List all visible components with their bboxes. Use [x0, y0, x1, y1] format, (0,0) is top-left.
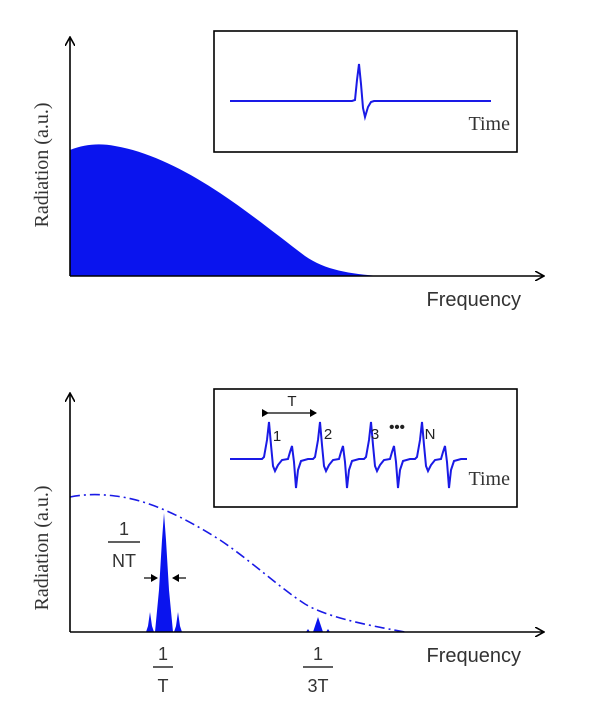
- linewidth-annotation: 1 NT: [108, 519, 186, 582]
- tick-1-numerator: 1: [158, 644, 168, 664]
- linewidth-numerator: 1: [119, 519, 129, 539]
- tick-2-numerator: 1: [313, 644, 323, 664]
- pulse-label-2: 2: [324, 426, 332, 443]
- top-inset-frame: [213, 30, 518, 153]
- single-pulse-waveform: [230, 63, 491, 121]
- linewidth-denominator: NT: [112, 551, 136, 571]
- bottom-inset: T 1 2 3 ••• N Time: [213, 388, 518, 508]
- bottom-x-axis-label: Frequency: [427, 645, 522, 667]
- pulse-label-3: 3: [371, 426, 379, 443]
- top-y-axis-label: Radiation (a.u.): [31, 103, 53, 228]
- period-label: T: [287, 393, 296, 410]
- bottom-y-axis-label: Radiation (a.u.): [31, 486, 53, 611]
- pulse-label-1: 1: [273, 428, 281, 445]
- spectral-peak-fundamental: [155, 513, 173, 632]
- top-inset-time-label: Time: [468, 113, 510, 135]
- bottom-panel: Radiation (a.u.) Frequency 1 NT 1 T 1 3T…: [31, 388, 543, 696]
- top-x-axis-label: Frequency: [427, 289, 522, 311]
- spectral-peak-third: [313, 617, 323, 632]
- envelope-dashed-curve: [69, 493, 406, 633]
- top-inset: Time: [213, 30, 518, 153]
- spectral-sidelobe-left: [146, 612, 154, 632]
- spectral-sidelobe-right: [174, 612, 182, 632]
- tick-2-denominator: 3T: [307, 676, 328, 696]
- tick-label-1-over-T: 1 T: [153, 644, 173, 696]
- tick-label-1-over-3T: 1 3T: [303, 644, 333, 696]
- broadband-spectrum-fill: [70, 144, 380, 276]
- top-panel: Radiation (a.u.) Frequency Time: [31, 30, 543, 311]
- bottom-inset-frame: [213, 388, 518, 508]
- bottom-inset-time-label: Time: [468, 468, 510, 490]
- pulse-train-waveform: [230, 421, 467, 489]
- tick-1-denominator: T: [158, 676, 169, 696]
- pulse-ellipsis: •••: [389, 419, 405, 436]
- pulse-label-N: N: [425, 426, 436, 443]
